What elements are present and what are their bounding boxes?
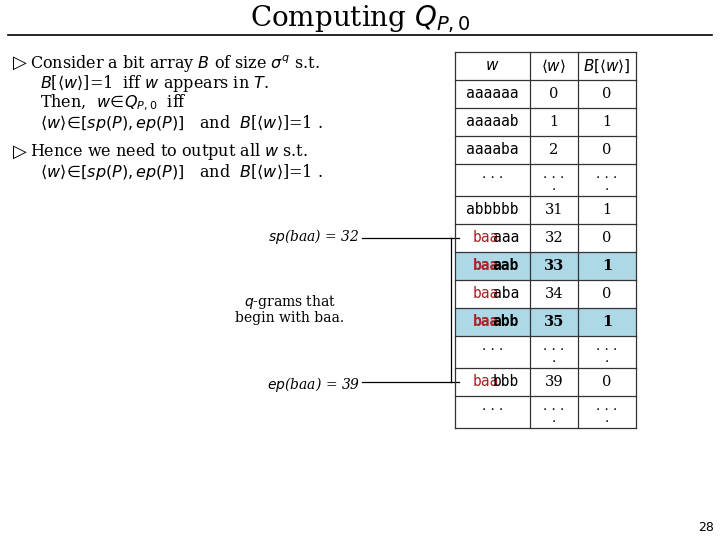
Text: 0: 0	[603, 143, 612, 157]
Bar	[455, 224, 636, 252]
Text: 31: 31	[545, 203, 563, 217]
Text: 1: 1	[603, 203, 611, 217]
Text: Computing $Q_{P,0}$: Computing $Q_{P,0}$	[250, 3, 470, 35]
Text: bbb: bbb	[492, 375, 518, 389]
Text: 1: 1	[602, 259, 612, 273]
Text: . . .: . . .	[596, 401, 618, 414]
Text: baa: baa	[473, 259, 499, 273]
Text: baa: baa	[473, 314, 499, 329]
Text: 34: 34	[545, 287, 563, 301]
Text: . . .: . . .	[482, 341, 503, 354]
Text: Hence we need to output all $\mathit{w}$ s.t.: Hence we need to output all $\mathit{w}$…	[30, 141, 308, 163]
Text: aaaaaa: aaaaaa	[467, 86, 518, 102]
Bar	[455, 108, 636, 136]
Text: abbbbb: abbbbb	[467, 202, 518, 218]
Bar	[455, 252, 636, 280]
Text: Consider a bit array $\mathit{B}$ of size $\sigma^q$ s.t.: Consider a bit array $\mathit{B}$ of siz…	[30, 52, 320, 73]
Text: 39: 39	[545, 375, 563, 389]
Text: . . .: . . .	[596, 168, 618, 181]
Text: .: .	[605, 352, 609, 365]
Text: $\mathit{B}$[$\langle\mathit{w}\rangle$]=1  iff $\mathit{w}$ appears in $\mathit: $\mathit{B}$[$\langle\mathit{w}\rangle$]…	[40, 72, 269, 93]
Bar	[455, 196, 636, 224]
Text: Then,  $\mathit{w}\!\in\!Q_{P,0}$  iff: Then, $\mathit{w}\!\in\!Q_{P,0}$ iff	[40, 93, 187, 113]
Text: .: .	[605, 411, 609, 424]
Text: $\triangleright$: $\triangleright$	[12, 143, 28, 161]
Bar	[455, 280, 636, 308]
Text: $B[\langle w \rangle]$: $B[\langle w \rangle]$	[583, 57, 631, 75]
Bar	[455, 136, 636, 164]
Bar	[455, 396, 636, 428]
Text: $\langle\mathit{w}\rangle\!\in\![sp(P),ep(P)]$   and  $\mathit{B}$[$\langle\math: $\langle\mathit{w}\rangle\!\in\![sp(P),e…	[40, 113, 323, 133]
Text: 32: 32	[545, 231, 563, 245]
Text: $sp$(baa) = 32: $sp$(baa) = 32	[269, 226, 360, 246]
Text: $w$: $w$	[485, 59, 500, 73]
Text: $\langle w \rangle$: $\langle w \rangle$	[541, 57, 567, 75]
Text: $\triangleright$: $\triangleright$	[12, 54, 28, 72]
Text: aab: aab	[492, 259, 518, 273]
Text: 1: 1	[549, 115, 559, 129]
Text: . . .: . . .	[596, 341, 618, 354]
Text: 0: 0	[603, 287, 612, 301]
Bar	[455, 308, 636, 336]
Bar	[455, 368, 636, 396]
Text: .: .	[552, 179, 556, 192]
Bar	[455, 164, 636, 196]
Text: .: .	[552, 411, 556, 424]
Text: $\langle\mathit{w}\rangle\!\in\![sp(P),ep(P)]$   and  $\mathit{B}$[$\langle\math: $\langle\mathit{w}\rangle\!\in\![sp(P),e…	[40, 162, 323, 182]
Bar	[455, 80, 636, 108]
Text: begin with baa.: begin with baa.	[235, 311, 345, 325]
Text: 0: 0	[603, 87, 612, 101]
Text: baa: baa	[473, 375, 499, 389]
Text: 1: 1	[602, 315, 612, 329]
Text: $ep$(baa) = 39: $ep$(baa) = 39	[266, 375, 360, 394]
Text: abb: abb	[492, 314, 518, 329]
Text: $q$-grams that: $q$-grams that	[244, 293, 336, 311]
Text: 0: 0	[603, 375, 612, 389]
Text: . . .: . . .	[482, 401, 503, 414]
Text: aba: aba	[492, 287, 518, 301]
Text: .: .	[605, 179, 609, 192]
Text: . . .: . . .	[482, 168, 503, 181]
Text: 0: 0	[603, 231, 612, 245]
Text: 2: 2	[549, 143, 559, 157]
Text: .: .	[552, 352, 556, 365]
Text: aaa: aaa	[492, 231, 518, 246]
Text: aaaaba: aaaaba	[467, 143, 518, 158]
Bar	[455, 52, 636, 80]
Text: 1: 1	[603, 115, 611, 129]
Text: . . .: . . .	[544, 341, 564, 354]
Text: 33: 33	[544, 259, 564, 273]
Text: baa: baa	[473, 287, 499, 301]
Text: 28: 28	[698, 521, 714, 534]
Text: aaaaab: aaaaab	[467, 114, 518, 130]
Text: 0: 0	[549, 87, 559, 101]
Text: 35: 35	[544, 315, 564, 329]
Text: . . .: . . .	[544, 168, 564, 181]
Bar	[455, 336, 636, 368]
Text: . . .: . . .	[544, 401, 564, 414]
Text: baa: baa	[473, 231, 499, 246]
